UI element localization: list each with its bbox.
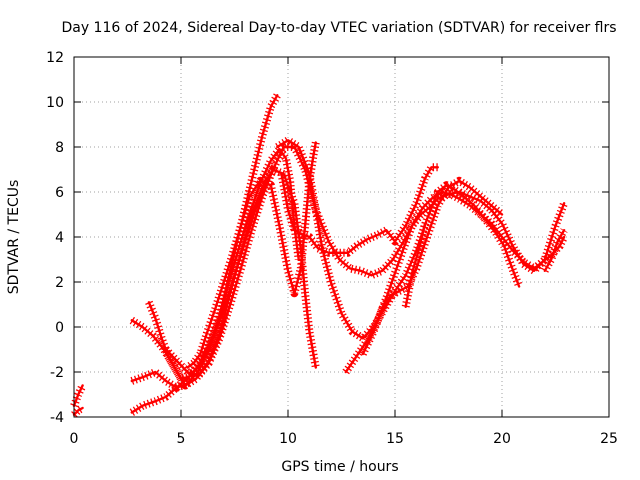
series-s14-markers [541,228,568,273]
y-tick-label: 12 [46,50,64,66]
y-tick-label: 2 [55,275,64,291]
y-tick-label: 6 [55,185,64,201]
y-tick-label: -4 [50,410,64,426]
series-s12-markers [359,176,505,356]
x-tick-label: 0 [70,431,79,447]
y-tick-label: 10 [46,95,64,111]
chart-title: Day 116 of 2024, Sidereal Day-to-day VTE… [61,20,616,36]
x-tick-label: 10 [279,431,297,447]
series-s13-line [404,222,427,308]
series-s1-markers [70,383,87,408]
series-s11-markers [342,188,568,375]
x-axis-label: GPS time / hours [281,459,398,475]
tick-layer: -4 -2 0 2 4 6 8 10 12 0 5 10 15 20 25 [46,50,618,447]
y-tick-label: 8 [55,140,64,156]
y-tick-label: 0 [55,320,64,336]
series-layer [70,93,568,418]
x-tick-label: 20 [493,431,511,447]
series-s10-markers [185,141,320,371]
y-axis-label: SDTVAR / TECUs [6,180,22,295]
series-s2-line [72,406,84,416]
series-s8-markers [275,136,523,343]
y-tick-label: 4 [55,230,64,246]
y-tick-label: -2 [50,365,64,381]
x-tick-label: 15 [386,431,404,447]
x-tick-label: 25 [600,431,618,447]
x-tick-label: 5 [177,431,186,447]
